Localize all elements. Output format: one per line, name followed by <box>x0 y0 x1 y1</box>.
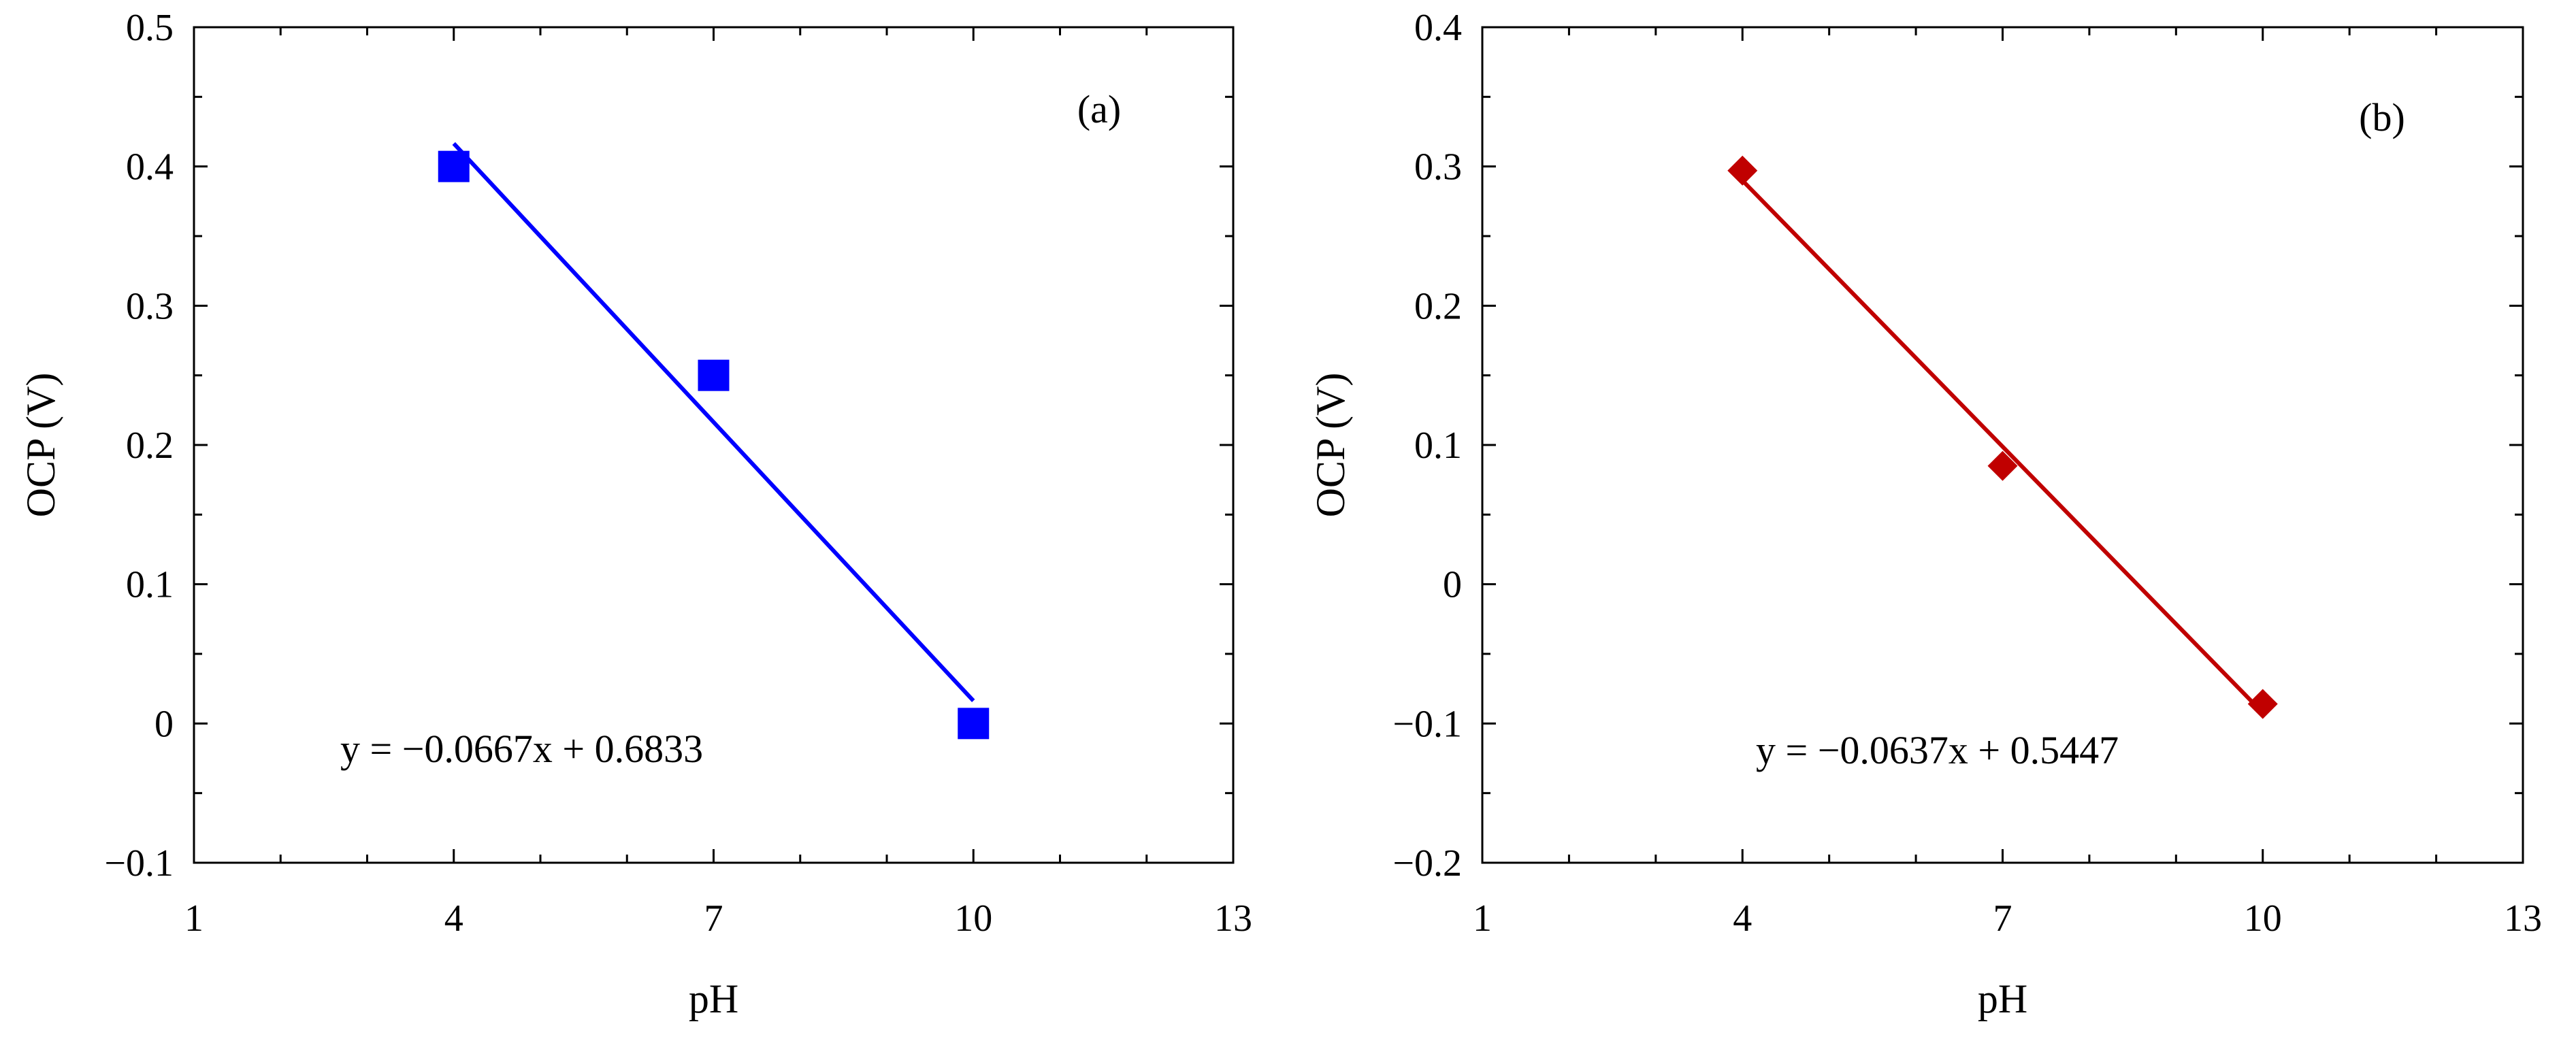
panel-b-y-axis-title: OCP (V) <box>1308 373 1353 518</box>
panel-b-y-tick-label: 0.4 <box>1414 7 1462 49</box>
panel-b-x-tick-label: 4 <box>1733 897 1752 940</box>
panel-a-data-point <box>438 150 470 182</box>
panel-b-trendline-equation: y = −0.0637x + 0.5447 <box>1756 728 2119 772</box>
chart-panel-a: 1 4 7 10 13 −0.1 0 0.1 0.2 0.3 0.4 0.5 pH OCP (V) (a) y… <box>18 7 1252 1021</box>
panel-a-y-axis-title: OCP (V) <box>18 373 63 518</box>
panel-a-trendline <box>452 142 975 703</box>
panel-b-y-tick-label: −0.2 <box>1392 842 1462 885</box>
panel-b-y-tick-label: 0.2 <box>1414 285 1462 327</box>
panel-b-x-axis-title: pH <box>1978 976 2027 1021</box>
panel-b-data-point <box>1987 450 2018 481</box>
panel-a-y-tick-label: 0.5 <box>126 7 174 49</box>
panel-a-y-tick-label: 0.1 <box>126 564 174 606</box>
panel-a-y-tick-label: −0.1 <box>104 842 174 885</box>
panel-a-trendline-equation: y = −0.0667x + 0.6833 <box>340 727 703 771</box>
panel-b-trendline <box>1741 179 2264 714</box>
panel-a-x-tick-label: 1 <box>184 897 203 940</box>
panel-a-data-point <box>958 708 990 740</box>
panel-a-x-tick-label: 10 <box>954 897 992 940</box>
panel-b-y-tick-label: 0 <box>1443 564 1462 606</box>
panel-a-x-axis-title: pH <box>689 976 738 1021</box>
chart-panel-b: 1 4 7 10 13 −0.2 −0.1 0 0.1 0.2 0.3 0.4 pH OCP (V) (b)… <box>1308 7 2542 1021</box>
panel-b-y-tick-label: −0.1 <box>1392 703 1462 745</box>
panel-a-data-point <box>698 359 730 391</box>
panel-a-x-tick-label: 4 <box>444 897 463 940</box>
panel-a-x-tick-label: 7 <box>704 897 723 940</box>
panel-b-x-tick-label: 7 <box>1993 897 2012 940</box>
panel-b-x-tick-label: 1 <box>1473 897 1492 940</box>
panel-a-y-tick-label: 0.3 <box>126 285 174 327</box>
panel-a-x-tick-label: 13 <box>1214 897 1252 940</box>
panel-b-x-tick-label: 13 <box>2504 897 2542 940</box>
panel-b-y-tick-label: 0.1 <box>1414 425 1462 467</box>
panel-b-panel-label: (b) <box>2359 95 2405 139</box>
panel-a-y-tick-label: 0.2 <box>126 425 174 467</box>
panel-a-y-tick-label: 0.4 <box>126 146 174 188</box>
panel-a-y-tick-label: 0 <box>154 703 174 745</box>
panel-b-x-tick-label: 10 <box>2244 897 2282 940</box>
panel-b-data-point <box>1727 155 1758 186</box>
panel-b-data-point <box>2247 689 2278 719</box>
panel-b-y-tick-label: 0.3 <box>1414 146 1462 188</box>
panel-a-panel-label: (a) <box>1077 87 1121 131</box>
